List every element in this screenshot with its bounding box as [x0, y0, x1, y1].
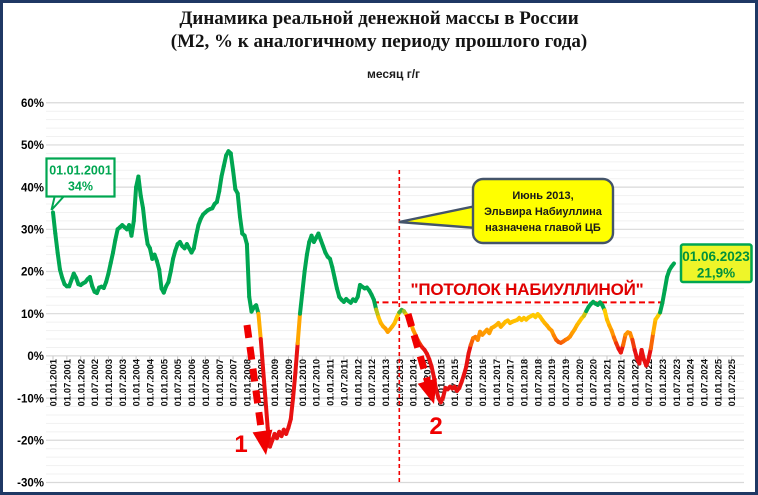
svg-text:01.01.2011: 01.01.2011: [326, 359, 336, 406]
svg-text:01.01.2016: 01.01.2016: [464, 359, 474, 407]
svg-text:01.07.2005: 01.07.2005: [173, 359, 183, 407]
end-callout-date: 01.06.2023: [682, 249, 750, 264]
svg-text:01.01.2020: 01.01.2020: [575, 359, 585, 407]
svg-text:01.07.2004: 01.07.2004: [146, 358, 156, 406]
svg-text:01.01.2024: 01.01.2024: [686, 358, 696, 406]
legend: месяц г/г: [0, 67, 758, 81]
svg-text:-20%: -20%: [17, 435, 44, 447]
svg-text:01.01.2015: 01.01.2015: [436, 359, 446, 407]
svg-text:01.01.2022: 01.01.2022: [630, 359, 640, 407]
chart-title-line2: (М2, % к аналогичному периоду прошлого г…: [170, 31, 588, 52]
svg-text:-10%: -10%: [17, 393, 44, 405]
svg-text:01.01.2021: 01.01.2021: [603, 359, 613, 407]
arrow-1-number: 1: [234, 431, 247, 458]
svg-text:01.01.2004: 01.01.2004: [132, 358, 142, 406]
svg-text:40%: 40%: [21, 182, 44, 194]
arrow-2-number: 2: [429, 413, 442, 440]
governor-callout: Июнь 2013, Эльвира Набиуллина назначена …: [398, 177, 615, 245]
end-callout-value: 21,9%: [697, 266, 735, 281]
svg-text:01.07.2025: 01.07.2025: [727, 359, 737, 407]
svg-text:01.01.2010: 01.01.2010: [298, 359, 308, 407]
svg-text:01.01.2025: 01.01.2025: [713, 359, 723, 407]
svg-text:01.01.2009: 01.01.2009: [270, 359, 280, 407]
svg-text:01.07.2011: 01.07.2011: [339, 359, 349, 406]
start-callout-date: 01.01.2001: [49, 164, 112, 178]
svg-text:01.01.2001: 01.01.2001: [49, 359, 59, 407]
svg-text:-30%: -30%: [17, 478, 44, 490]
chart-title-line1: Динамика реальной денежной массы в Росси…: [179, 8, 579, 29]
svg-text:20%: 20%: [21, 267, 44, 279]
svg-text:01.07.2015: 01.07.2015: [450, 359, 460, 407]
governor-callout-line2: Эльвира Набиуллина: [484, 206, 603, 218]
gridlines: [46, 102, 744, 484]
svg-text:50%: 50%: [21, 140, 44, 152]
start-callout-value: 34%: [68, 180, 93, 194]
start-callout: 01.01.2001 34%: [45, 157, 116, 211]
svg-text:01.01.2018: 01.01.2018: [520, 359, 530, 407]
svg-text:01.01.2007: 01.01.2007: [215, 359, 225, 407]
svg-text:01.07.2002: 01.07.2002: [90, 359, 100, 407]
svg-text:01.07.2019: 01.07.2019: [561, 359, 571, 407]
svg-text:01.07.2021: 01.07.2021: [616, 359, 626, 407]
svg-text:01.01.2023: 01.01.2023: [658, 359, 668, 407]
svg-text:01.01.2005: 01.01.2005: [159, 359, 169, 407]
axis-labels: 60% 50% 40% 30% 20% 10% 0% -10% -20% -30% 01.01.20…: [17, 98, 737, 490]
svg-text:01.07.2009: 01.07.2009: [284, 359, 294, 407]
svg-text:01.01.2017: 01.01.2017: [492, 359, 502, 407]
svg-text:01.07.2001: 01.07.2001: [62, 359, 72, 407]
svg-text:01.01.2008: 01.01.2008: [243, 359, 253, 407]
svg-text:01.07.2006: 01.07.2006: [201, 359, 211, 407]
svg-text:01.01.2019: 01.01.2019: [547, 359, 557, 407]
svg-text:01.07.2003: 01.07.2003: [118, 359, 128, 407]
chart-title: Динамика реальной денежной массы в Росси…: [0, 7, 758, 53]
end-callout: 01.06.2023 21,9%: [679, 243, 753, 284]
svg-text:01.01.2003: 01.01.2003: [104, 359, 114, 407]
governor-callout-line1: Июнь 2013,: [512, 190, 573, 202]
svg-text:01.07.2024: 01.07.2024: [700, 358, 710, 406]
svg-text:01.07.2010: 01.07.2010: [312, 359, 322, 407]
svg-text:01.07.2022: 01.07.2022: [644, 359, 654, 407]
svg-text:01.07.2018: 01.07.2018: [533, 359, 543, 407]
svg-text:01.01.2002: 01.01.2002: [76, 359, 86, 407]
svg-text:01.07.2023: 01.07.2023: [672, 359, 682, 407]
svg-text:0%: 0%: [27, 351, 44, 363]
ceiling-label: "ПОТОЛОК НАБИУЛЛИНОЙ": [410, 280, 643, 299]
svg-text:01.07.2007: 01.07.2007: [229, 359, 239, 407]
arrow-2: 2: [404, 313, 443, 440]
svg-text:01.01.2013: 01.01.2013: [381, 359, 391, 407]
governor-callout-line3: назначена главой ЦБ: [485, 222, 601, 234]
svg-text:60%: 60%: [21, 98, 44, 110]
svg-text:01.07.2016: 01.07.2016: [478, 359, 488, 407]
svg-text:01.07.2012: 01.07.2012: [367, 359, 377, 407]
svg-text:01.01.2006: 01.01.2006: [187, 359, 197, 407]
legend-label: месяц г/г: [366, 67, 421, 81]
svg-text:01.01.2014: 01.01.2014: [409, 358, 419, 406]
legend-line-icon: [338, 71, 363, 77]
svg-text:30%: 30%: [21, 225, 44, 237]
svg-text:01.07.2008: 01.07.2008: [256, 359, 266, 407]
svg-text:10%: 10%: [21, 309, 44, 321]
svg-text:01.01.2012: 01.01.2012: [353, 359, 363, 407]
svg-text:01.07.2020: 01.07.2020: [589, 359, 599, 407]
arrow-1: 1: [234, 324, 273, 458]
svg-text:01.07.2017: 01.07.2017: [506, 359, 516, 407]
